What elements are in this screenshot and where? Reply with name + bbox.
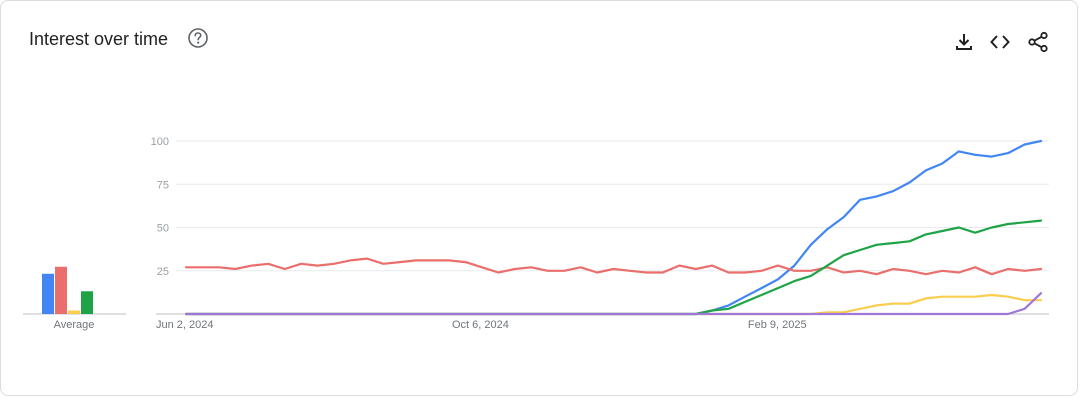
- y-tick-label: 75: [157, 179, 169, 191]
- average-bar-1: [42, 273, 54, 314]
- average-bar-2: [55, 266, 67, 314]
- code-icon[interactable]: [989, 31, 1011, 53]
- average-bar-3: [68, 310, 80, 314]
- help-circle-icon[interactable]: [187, 27, 209, 49]
- x-tick-label: Oct 6, 2024: [452, 319, 509, 331]
- y-tick-label: 100: [151, 136, 169, 148]
- y-tick-label: 25: [157, 266, 169, 278]
- x-tick-label: Jun 2, 2024: [156, 319, 214, 331]
- card-title: Interest over time: [29, 29, 169, 49]
- y-tick-label: 50: [157, 223, 169, 235]
- x-tick-label: Feb 9, 2025: [748, 319, 807, 331]
- download-icon[interactable]: [953, 31, 975, 53]
- series-line-3: [184, 293, 1043, 316]
- series-line-5: [184, 292, 1043, 316]
- average-label: Average: [54, 319, 95, 331]
- share-icon[interactable]: [1027, 31, 1049, 53]
- series-line-4: [184, 219, 1043, 316]
- series-line-2: [184, 257, 1043, 276]
- average-bar-4: [81, 291, 93, 314]
